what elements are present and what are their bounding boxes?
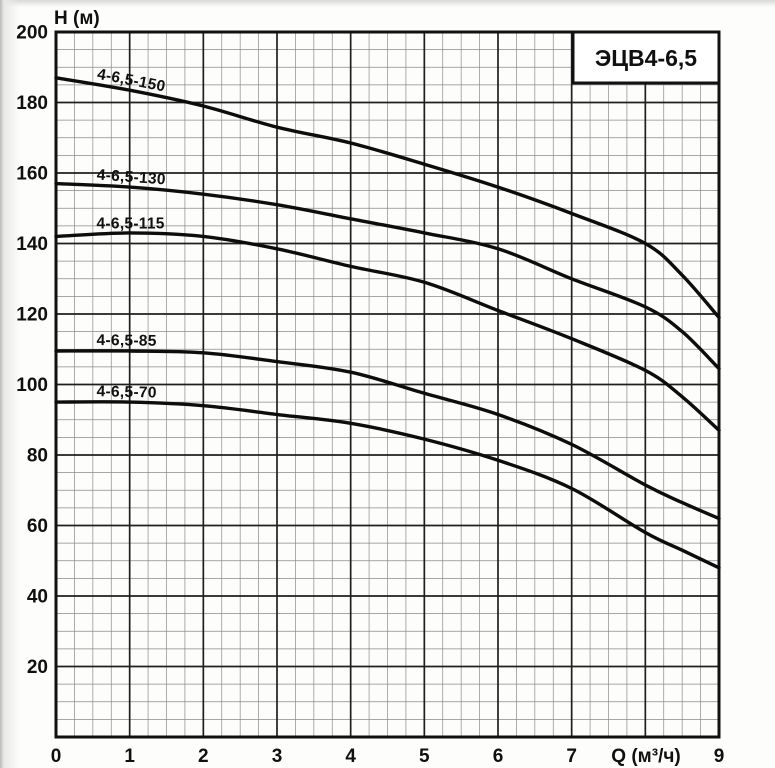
x-axis-title: Q (м³/ч) [611,746,680,767]
chart-frame [54,30,721,739]
curve-label-4-6,5-70: 4-6,5-70 [96,383,157,401]
x-tick-label: 3 [272,746,283,767]
y-tick-label: 60 [27,516,48,537]
x-tick-label: 1 [124,746,135,767]
curve-label-4-6,5-85: 4-6,5-85 [96,332,156,350]
y-axis-title: Н (м) [54,8,100,29]
y-tick-label: 20 [27,657,48,678]
y-tick-label: 200 [16,23,48,44]
x-tick-label: 9 [714,746,725,767]
x-tick-label: 6 [493,746,504,767]
y-tick-label: 160 [16,164,48,185]
y-tick-label: 120 [16,305,48,326]
pump-curve-4-6,5-150 [54,76,721,320]
grid-major [55,31,720,738]
x-tick-label: 5 [419,746,430,767]
axis-ticks: 0 1 2 3 4 5 6 7 9 20 40 60 80 100 120 140 160 180 200 [16,23,724,768]
pump-curve-4-6,5-130 [54,181,721,371]
y-tick-label: 80 [27,446,48,467]
y-tick-label: 100 [16,375,48,396]
curve-label-4-6,5-115: 4-6,5-115 [97,216,165,233]
curve-labels: 4-6,5-1504-6,5-1304-6,5-1154-6,5-854-6,5… [96,66,167,402]
y-tick-label: 180 [16,93,48,114]
y-tick-label: 140 [16,234,48,255]
x-tick-label: 7 [566,746,577,767]
pump-curve-4-6,5-85 [54,349,721,521]
pump-curve-4-6,5-115 [54,231,721,432]
y-tick-label: 40 [27,587,48,608]
chart-title-box [571,30,721,85]
curve-label-4-6,5-130: 4-6,5-130 [96,167,166,189]
pump-curves [54,76,721,570]
pump-curve-4-6,5-70 [54,400,721,570]
x-tick-label: 0 [51,746,62,767]
chart-title: ЭЦВ4-6,5 [595,45,697,71]
x-tick-label: 4 [345,746,356,767]
x-tick-label: 2 [198,746,209,767]
